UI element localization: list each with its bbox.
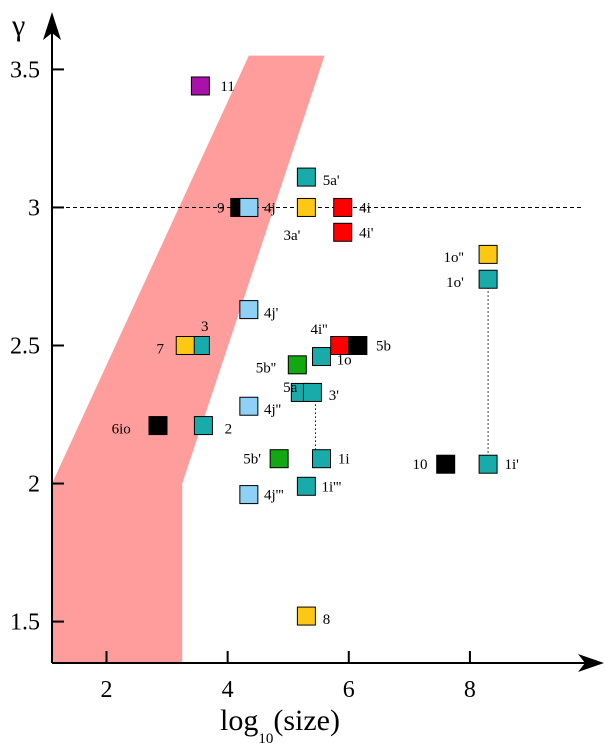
point-label: 5a' bbox=[323, 173, 340, 189]
data-point bbox=[148, 416, 168, 436]
tick-layer: 2 4 6 8 1.5 2 2.5 3 3.5 bbox=[10, 57, 476, 703]
point-label: 4i' bbox=[359, 225, 374, 241]
y-tick-label: 2.5 bbox=[10, 334, 40, 360]
point-label: 4i bbox=[359, 200, 371, 216]
point-label: 5b bbox=[376, 339, 391, 355]
point-label: 1o bbox=[337, 352, 352, 368]
x-tick-label: 4 bbox=[222, 677, 234, 703]
band-layer bbox=[52, 55, 325, 663]
point-label: 1o'' bbox=[443, 250, 464, 266]
data-point bbox=[312, 347, 332, 367]
point-label: 5b' bbox=[243, 452, 261, 468]
point-label: 4i'' bbox=[311, 322, 328, 338]
point-label: 1i bbox=[338, 452, 350, 468]
data-point bbox=[239, 197, 259, 217]
y-tick-label: 3 bbox=[28, 195, 40, 221]
point-label: 4j' bbox=[264, 305, 279, 321]
point-label: 9 bbox=[217, 200, 225, 216]
point-label: 4j'' bbox=[264, 402, 281, 418]
data-point bbox=[333, 222, 353, 242]
point-label: 1i' bbox=[504, 457, 519, 473]
point-label: 3 bbox=[201, 319, 209, 335]
x-axis-label-rest: (size) bbox=[273, 704, 340, 737]
data-point bbox=[239, 485, 259, 505]
data-point bbox=[287, 355, 307, 375]
y-axis-label: γ bbox=[11, 9, 25, 42]
data-point bbox=[478, 454, 498, 474]
connector-layer bbox=[314, 279, 489, 465]
data-point bbox=[348, 336, 368, 355]
data-point bbox=[478, 269, 498, 289]
data-point bbox=[296, 197, 316, 217]
x-tick-label: 2 bbox=[101, 677, 113, 703]
point-layer bbox=[148, 76, 498, 626]
y-tick-label: 2 bbox=[28, 472, 40, 498]
data-point bbox=[296, 167, 316, 187]
confidence-band bbox=[52, 55, 325, 663]
point-label: 1o' bbox=[446, 275, 464, 291]
x-axis-label: log10(size) bbox=[220, 704, 340, 747]
data-point bbox=[296, 606, 316, 626]
x-axis-label-sub: 10 bbox=[258, 731, 273, 747]
point-label: 8 bbox=[323, 612, 331, 628]
point-label: 4j''' bbox=[264, 488, 284, 504]
label-layer: 11 5a' 9 4j 3a' 4i 4i' 1o'' 1o' 4j' 3 7 4i'' 5b 1o 5b''… bbox=[112, 79, 520, 628]
point-label: 3' bbox=[329, 388, 340, 404]
data-point bbox=[269, 449, 289, 469]
point-label: 5a bbox=[283, 380, 298, 396]
point-label: 6io bbox=[112, 421, 131, 437]
point-label: 1i''' bbox=[322, 479, 342, 495]
data-point bbox=[302, 382, 322, 402]
data-point bbox=[478, 244, 498, 264]
data-point bbox=[190, 76, 210, 96]
point-label: 11 bbox=[220, 79, 234, 95]
x-axis-label-main: log bbox=[220, 704, 258, 737]
y-tick-label: 3.5 bbox=[10, 57, 40, 83]
x-tick-label: 8 bbox=[464, 677, 476, 703]
point-label: 7 bbox=[157, 341, 165, 357]
data-point bbox=[312, 449, 332, 469]
axes bbox=[43, 12, 604, 672]
y-axis-arrow bbox=[43, 12, 61, 40]
y-tick-label: 1.5 bbox=[10, 610, 40, 636]
point-label: 3a' bbox=[283, 228, 300, 244]
x-axis-arrow bbox=[578, 654, 604, 672]
point-label: 2 bbox=[225, 421, 233, 437]
point-label: 5b'' bbox=[256, 361, 277, 377]
point-label: 10 bbox=[413, 457, 428, 473]
data-point bbox=[239, 300, 259, 320]
x-tick-label: 6 bbox=[343, 677, 355, 703]
data-point bbox=[436, 454, 456, 474]
data-point bbox=[175, 336, 195, 355]
point-label: 4j bbox=[264, 200, 276, 216]
data-point bbox=[333, 197, 353, 217]
data-point bbox=[193, 416, 213, 436]
data-point bbox=[296, 476, 316, 496]
data-point bbox=[239, 396, 259, 416]
